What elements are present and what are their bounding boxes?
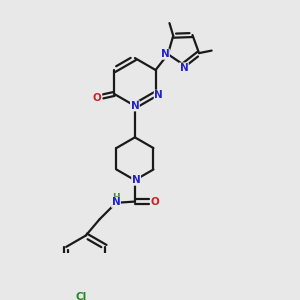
Text: H: H [112,193,120,202]
Text: N: N [112,197,120,207]
Text: N: N [160,49,169,59]
Text: N: N [130,101,139,111]
Text: Cl: Cl [76,292,87,300]
Text: N: N [154,90,163,100]
Text: O: O [151,196,159,207]
Text: N: N [132,175,140,185]
Text: O: O [93,93,102,103]
Text: N: N [179,63,188,73]
